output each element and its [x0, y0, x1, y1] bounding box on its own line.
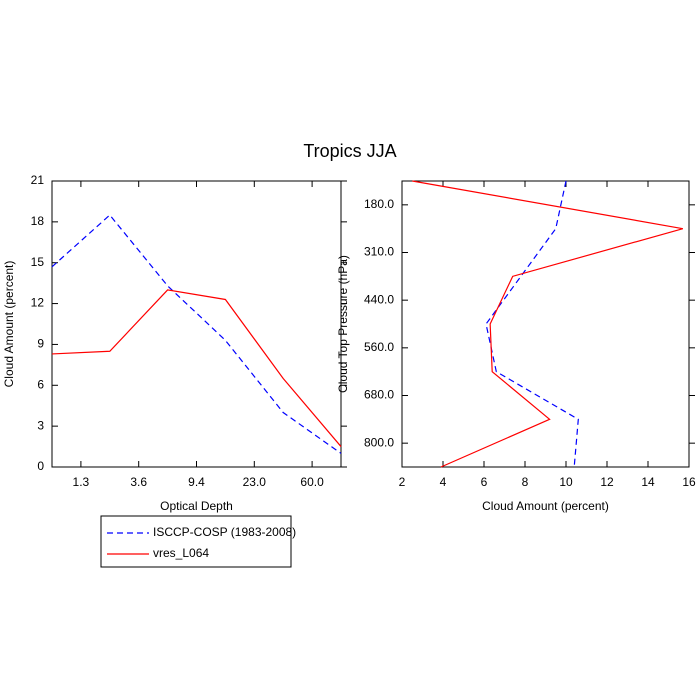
y-tick-label: 15 [31, 255, 45, 269]
y-tick-label: 800.0 [364, 435, 394, 449]
y-axis-label: Cloud Top Pressure (hPa) [336, 255, 350, 393]
x-tick-label: 6 [481, 475, 488, 489]
x-tick-label: 3.6 [130, 475, 147, 489]
x-tick-label: 14 [641, 475, 655, 489]
y-tick-label: 180.0 [364, 197, 394, 211]
y-tick-label: 12 [31, 296, 45, 310]
y-tick-label: 3 [37, 418, 44, 432]
x-tick-label: 10 [559, 475, 573, 489]
x-tick-label: 2 [399, 475, 406, 489]
series-line [412, 180, 684, 468]
y-axis-label: Cloud Amount (percent) [2, 261, 16, 388]
y-tick-label: 310.0 [364, 245, 394, 259]
x-tick-label: 9.4 [188, 475, 205, 489]
x-tick-label: 4 [440, 475, 447, 489]
series-line [51, 214, 342, 454]
y-tick-label: 680.0 [364, 388, 394, 402]
x-tick-label: 1.3 [73, 475, 90, 489]
y-tick-label: 9 [37, 337, 44, 351]
series-line [485, 180, 579, 468]
y-tick-label: 21 [31, 173, 45, 187]
y-tick-label: 6 [37, 377, 44, 391]
x-tick-label: 8 [522, 475, 529, 489]
y-tick-label: 18 [31, 214, 45, 228]
x-tick-label: 23.0 [243, 475, 267, 489]
x-tick-label: 16 [682, 475, 696, 489]
y-tick-label: 0 [37, 459, 44, 473]
legend-label: vres_L064 [153, 546, 209, 560]
plot-frame [401, 180, 690, 468]
y-tick-label: 560.0 [364, 340, 394, 354]
x-axis-label: Cloud Amount (percent) [482, 499, 609, 513]
y-tick-label: 440.0 [364, 292, 394, 306]
figure-title: Tropics JJA [303, 141, 396, 161]
x-axis-label: Optical Depth [160, 499, 233, 513]
series-line [51, 289, 342, 447]
legend-box [100, 515, 292, 568]
x-tick-label: 60.0 [300, 475, 324, 489]
x-tick-label: 12 [600, 475, 614, 489]
legend-label: ISCCP-COSP (1983-2008) [153, 525, 296, 539]
